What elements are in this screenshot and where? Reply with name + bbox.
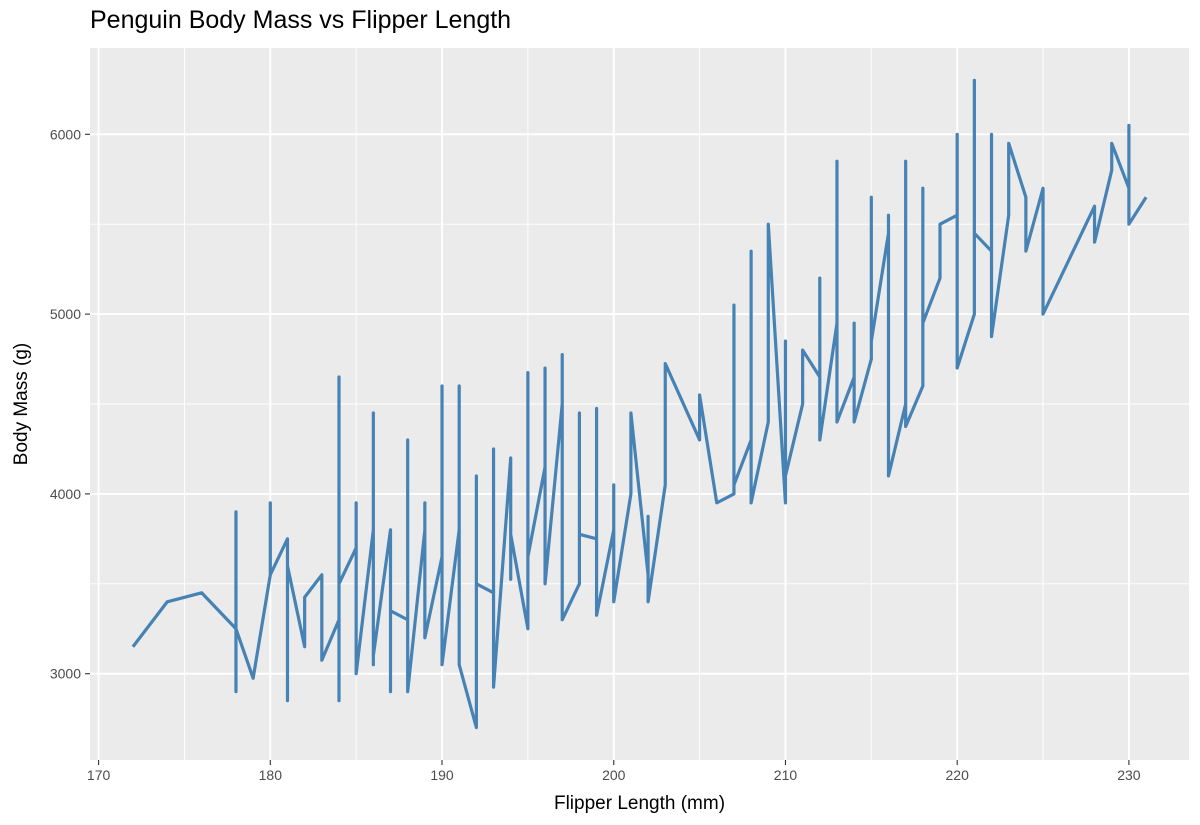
x-tick-label: 170 — [87, 767, 111, 783]
x-axis: 170 180 190 200 210 220 230 — [87, 760, 1141, 783]
x-tick-label: 230 — [1117, 767, 1141, 783]
y-tick-label: 4000 — [50, 486, 81, 502]
x-axis-title: Flipper Length (mm) — [554, 793, 725, 814]
y-axis: 3000 4000 5000 6000 — [50, 126, 90, 682]
y-tick-label: 3000 — [50, 666, 81, 682]
chart-title: Penguin Body Mass vs Flipper Length — [90, 6, 512, 34]
x-tick-label: 180 — [259, 767, 283, 783]
series-line — [131, 78, 1148, 730]
series-layer — [131, 78, 1148, 730]
x-tick-label: 200 — [602, 767, 626, 783]
y-axis-title: Body Mass (g) — [11, 343, 32, 465]
y-tick-label: 6000 — [50, 126, 81, 142]
x-tick-label: 220 — [946, 767, 970, 783]
x-tick-label: 210 — [774, 767, 798, 783]
y-tick-label: 5000 — [50, 306, 81, 322]
x-tick-label: 190 — [430, 767, 454, 783]
